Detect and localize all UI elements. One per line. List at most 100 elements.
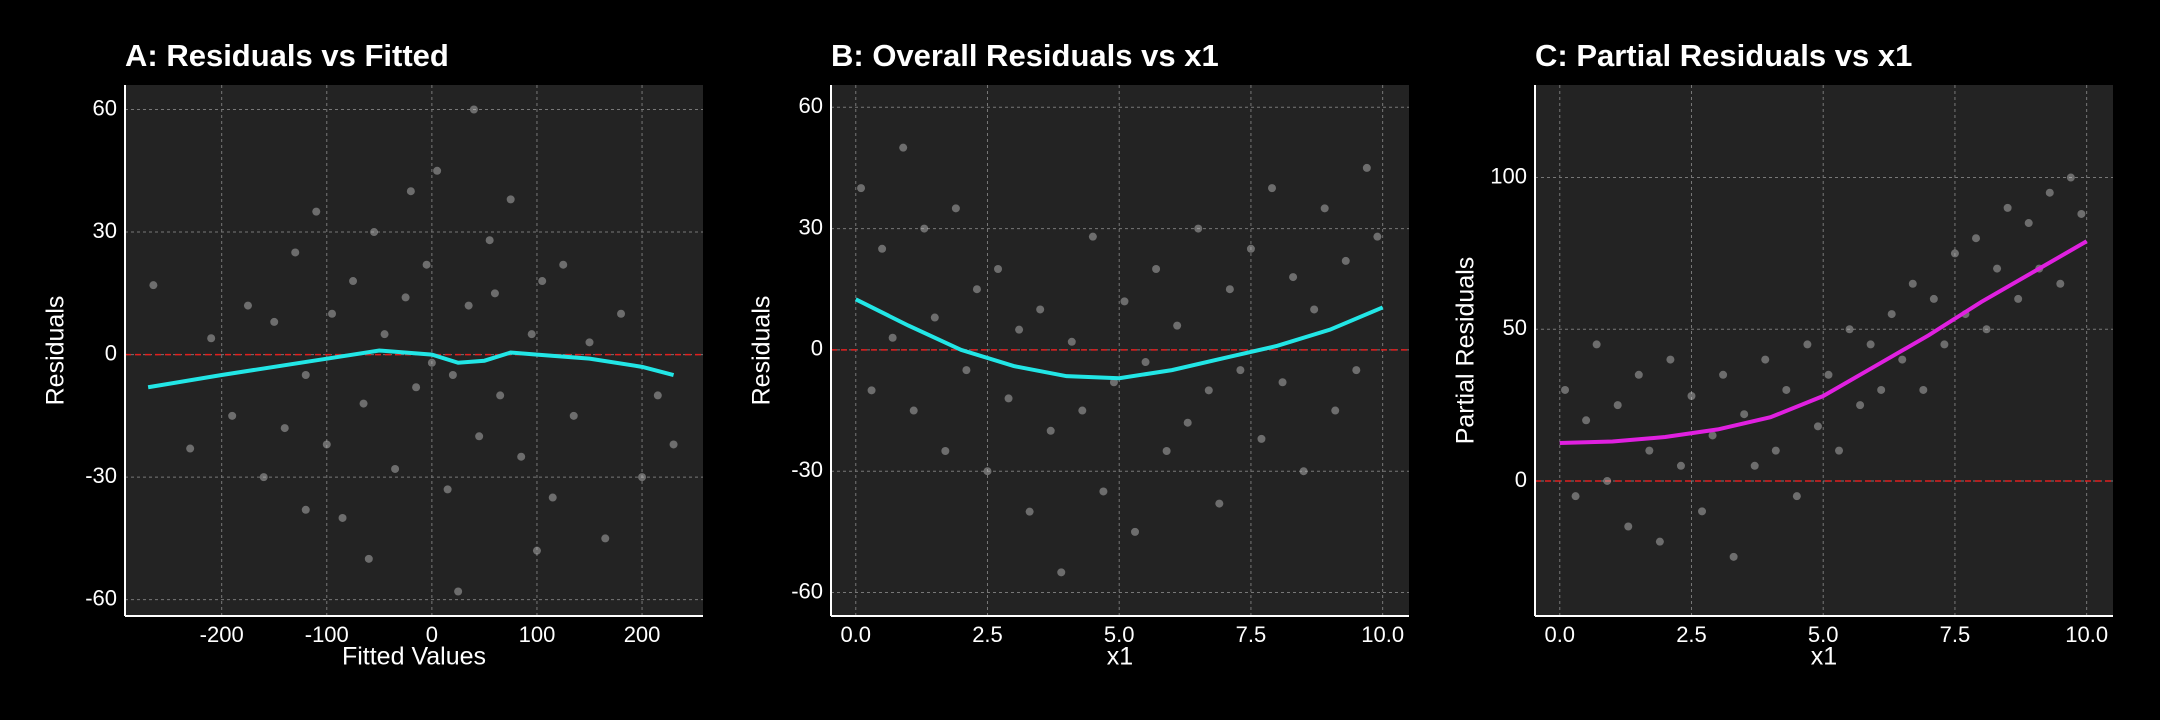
point xyxy=(548,493,557,502)
x-axis-label: x1 xyxy=(1107,643,1133,671)
point xyxy=(1676,461,1685,470)
point xyxy=(1268,184,1277,193)
point xyxy=(983,467,992,476)
point xyxy=(475,432,484,441)
point xyxy=(2056,279,2065,288)
point xyxy=(1352,366,1361,375)
point xyxy=(364,554,373,563)
point xyxy=(1373,232,1382,241)
point xyxy=(1582,416,1591,425)
point xyxy=(888,333,897,342)
point xyxy=(1729,552,1738,561)
point xyxy=(186,444,195,453)
point xyxy=(1015,325,1024,334)
point xyxy=(1655,537,1664,546)
point xyxy=(1036,305,1045,314)
point xyxy=(207,334,216,343)
y-tick-label: 60 xyxy=(93,95,117,120)
plot-area xyxy=(125,85,703,616)
plot-area xyxy=(1535,85,2113,616)
point xyxy=(1866,340,1875,349)
point xyxy=(1561,385,1570,394)
point xyxy=(1162,446,1171,455)
x-tick-label: 7.5 xyxy=(1940,622,1971,647)
point xyxy=(1856,401,1865,410)
point xyxy=(1719,370,1728,379)
point xyxy=(422,260,431,269)
point xyxy=(2024,219,2033,228)
point xyxy=(1025,507,1034,516)
point xyxy=(1835,446,1844,455)
point xyxy=(433,166,442,175)
y-tick-label: 0 xyxy=(105,340,117,365)
point xyxy=(1592,340,1601,349)
y-axis-label: Residuals xyxy=(748,296,776,406)
point xyxy=(1088,232,1097,241)
chart-title: B: Overall Residuals vs x1 xyxy=(831,38,1219,73)
y-tick-label: 30 xyxy=(799,214,823,239)
point xyxy=(1771,446,1780,455)
point xyxy=(585,338,594,347)
point xyxy=(2045,188,2054,197)
point xyxy=(1908,279,1917,288)
point xyxy=(1067,337,1076,346)
y-tick-label: -30 xyxy=(85,463,117,488)
point xyxy=(994,265,1003,274)
point xyxy=(601,534,610,543)
y-tick-label: -30 xyxy=(791,457,823,482)
point xyxy=(454,587,463,596)
point xyxy=(412,383,421,392)
y-axis-label: Residuals xyxy=(42,296,70,406)
point xyxy=(962,366,971,375)
point xyxy=(338,513,347,522)
point xyxy=(1645,446,1654,455)
y-axis-label: Partial Residuals xyxy=(1452,257,1480,445)
point xyxy=(527,330,536,339)
point xyxy=(322,440,331,449)
point xyxy=(259,473,268,482)
point xyxy=(270,317,279,326)
point xyxy=(972,285,981,294)
point xyxy=(1215,499,1224,508)
point xyxy=(490,289,499,298)
point xyxy=(517,452,526,461)
point xyxy=(878,244,887,253)
point xyxy=(1624,522,1633,531)
point xyxy=(301,505,310,514)
point xyxy=(1898,355,1907,364)
x-tick-label: 0.0 xyxy=(1544,622,1575,647)
point xyxy=(1341,256,1350,265)
point xyxy=(469,105,478,114)
y-tick-label: 0 xyxy=(1515,467,1527,492)
y-tick-label: 100 xyxy=(1490,163,1527,188)
point xyxy=(1278,378,1287,387)
point xyxy=(1099,487,1108,496)
x-tick-label: 5.0 xyxy=(1808,622,1839,647)
point xyxy=(1257,434,1266,443)
point xyxy=(406,187,415,196)
point xyxy=(391,464,400,473)
point xyxy=(1289,273,1298,282)
point xyxy=(1078,406,1087,415)
point xyxy=(485,236,494,245)
point xyxy=(1331,406,1340,415)
point xyxy=(930,313,939,322)
y-tick-label: -60 xyxy=(85,585,117,610)
y-tick-label: 50 xyxy=(1503,315,1527,340)
point xyxy=(1877,385,1886,394)
smooth-line xyxy=(1559,239,2088,446)
point xyxy=(1571,492,1580,501)
point xyxy=(1131,527,1140,536)
x-tick-label: 0 xyxy=(426,622,438,647)
point xyxy=(1225,285,1234,294)
point xyxy=(243,301,252,310)
point xyxy=(506,195,515,204)
point xyxy=(1603,476,1612,485)
point xyxy=(1993,264,2002,273)
point xyxy=(899,143,908,152)
point xyxy=(1750,461,1759,470)
point xyxy=(1173,321,1182,330)
x-axis-label: Fitted Values xyxy=(342,643,486,671)
point xyxy=(1183,418,1192,427)
